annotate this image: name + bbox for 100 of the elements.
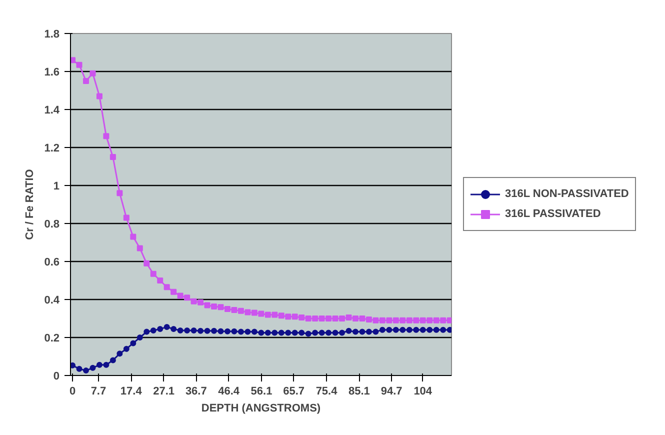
point xyxy=(278,330,284,336)
point xyxy=(218,304,224,310)
point xyxy=(130,234,136,240)
point xyxy=(420,317,426,324)
point xyxy=(184,294,190,301)
legend-label: 316L NON-PASSIVATED xyxy=(505,188,629,200)
point xyxy=(346,328,352,334)
point xyxy=(386,326,392,333)
point xyxy=(136,334,143,340)
point xyxy=(392,326,399,333)
point xyxy=(379,317,386,324)
point xyxy=(164,324,170,330)
x-tick-label: 27.1 xyxy=(153,386,175,398)
point xyxy=(420,326,426,333)
point xyxy=(238,308,244,314)
x-tick-label: 46.4 xyxy=(218,386,240,398)
point xyxy=(406,326,412,333)
point xyxy=(251,310,258,316)
point xyxy=(96,93,102,100)
point xyxy=(359,328,366,335)
point xyxy=(446,317,452,324)
point xyxy=(82,368,89,374)
point xyxy=(446,326,452,333)
point xyxy=(90,364,96,371)
point xyxy=(110,357,116,364)
y-tick-label: 1.2 xyxy=(44,142,60,154)
x-tick-label: 94.7 xyxy=(380,386,402,398)
x-tick-label: 56.1 xyxy=(250,386,272,398)
point xyxy=(352,316,358,322)
x-axis-title: DEPTH (ANGSTROMS) xyxy=(201,402,321,414)
point xyxy=(433,326,440,333)
point xyxy=(116,350,123,357)
point xyxy=(110,154,116,160)
point xyxy=(170,288,177,295)
point xyxy=(150,270,156,277)
point xyxy=(433,317,440,324)
point xyxy=(123,346,130,352)
point xyxy=(285,314,292,320)
point xyxy=(157,278,164,284)
point xyxy=(264,330,271,336)
point xyxy=(366,328,372,335)
legend-label: 316L PASSIVATED xyxy=(505,208,601,220)
y-tick-label: 0.2 xyxy=(44,332,60,344)
point xyxy=(298,314,305,321)
point xyxy=(440,317,446,324)
point xyxy=(96,362,102,368)
point xyxy=(90,70,96,76)
point xyxy=(292,314,298,320)
point xyxy=(136,245,143,252)
y-tick-label: 0.4 xyxy=(44,294,60,306)
point xyxy=(440,326,446,333)
point xyxy=(103,362,110,368)
point xyxy=(150,327,156,334)
x-tick-label: 7.7 xyxy=(90,386,106,398)
point xyxy=(272,330,278,336)
point xyxy=(130,340,136,346)
point xyxy=(116,190,123,196)
point xyxy=(70,57,76,64)
point xyxy=(238,328,244,335)
point xyxy=(285,330,292,336)
point xyxy=(318,330,325,336)
point xyxy=(211,328,218,334)
point xyxy=(144,328,150,335)
point xyxy=(379,326,386,333)
point xyxy=(244,309,251,316)
point xyxy=(164,284,170,290)
point xyxy=(426,317,433,324)
point xyxy=(292,330,298,336)
point xyxy=(278,312,284,319)
point xyxy=(82,78,89,84)
x-tick-label: 65.7 xyxy=(283,386,305,398)
point xyxy=(305,330,312,337)
point xyxy=(332,316,338,322)
point xyxy=(198,328,204,334)
point xyxy=(224,306,230,312)
y-tick-label: 1 xyxy=(53,180,60,192)
point xyxy=(386,317,392,324)
y-tick-label: 0.6 xyxy=(44,256,60,268)
x-tick-label: 104 xyxy=(414,386,433,398)
y-tick-label: 1.6 xyxy=(44,66,60,78)
point xyxy=(251,328,258,335)
point xyxy=(184,327,190,334)
x-tick-label: 17.4 xyxy=(120,386,143,398)
point xyxy=(359,316,366,322)
point xyxy=(76,62,82,68)
point xyxy=(211,304,218,310)
y-axis-title: Cr / Fe RATIO xyxy=(24,168,36,240)
point xyxy=(332,330,338,336)
point xyxy=(198,299,204,306)
point xyxy=(413,326,420,333)
point xyxy=(264,312,271,318)
x-tick-label: 85.1 xyxy=(348,386,370,398)
point xyxy=(312,330,318,336)
point xyxy=(177,327,184,334)
point xyxy=(204,328,210,334)
point xyxy=(231,306,238,313)
point xyxy=(204,302,210,308)
x-tick-label: 75.4 xyxy=(316,386,338,398)
point xyxy=(413,317,420,324)
point xyxy=(123,214,130,221)
